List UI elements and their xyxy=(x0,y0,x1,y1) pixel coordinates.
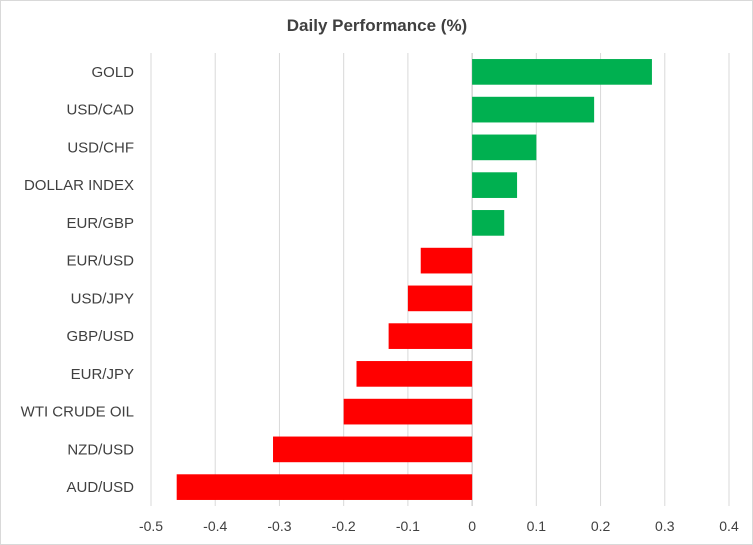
x-tick-label: 0 xyxy=(468,518,476,534)
category-label: EUR/JPY xyxy=(71,366,134,383)
category-label: DOLLAR INDEX xyxy=(24,177,134,194)
x-tick-label: -0.3 xyxy=(267,518,291,534)
category-label: GBP/USD xyxy=(66,328,134,345)
category-label: AUD/USD xyxy=(66,479,134,496)
gridlines xyxy=(150,53,730,506)
category-label: USD/CAD xyxy=(66,102,134,119)
category-label: USD/CHF xyxy=(67,139,134,156)
bar-gbp-usd xyxy=(388,323,473,349)
bar-dollar-index xyxy=(472,172,518,198)
bar-usd-cad xyxy=(472,96,595,123)
category-label: NZD/USD xyxy=(67,441,134,458)
x-tick-label: -0.2 xyxy=(332,518,356,534)
category-label: USD/JPY xyxy=(71,290,134,307)
bar-eur-jpy xyxy=(356,361,473,387)
bar-gold xyxy=(472,59,652,85)
x-tick-label: 0.1 xyxy=(527,518,547,534)
category-labels: GOLD USD/CAD USD/CHF DOLLAR INDEX EUR/GBP EUR… xyxy=(21,64,135,496)
bar-aud-usd xyxy=(176,474,473,500)
x-tick-label: 0.4 xyxy=(719,518,739,534)
category-label: GOLD xyxy=(91,64,134,81)
bar-nzd-usd xyxy=(273,436,473,463)
x-tick-label: -0.4 xyxy=(203,518,227,534)
category-label: EUR/USD xyxy=(66,253,134,270)
x-tick-label: -0.1 xyxy=(396,518,420,534)
category-label: EUR/GBP xyxy=(66,215,134,232)
bar-wti-crude-oil xyxy=(343,398,473,425)
x-tick-label: 0.3 xyxy=(655,518,675,534)
chart-title: Daily Performance (%) xyxy=(287,16,467,35)
category-label: WTI CRUDE OIL xyxy=(21,404,134,421)
x-tick-label: -0.5 xyxy=(139,518,163,534)
bar-eur-usd xyxy=(420,247,473,274)
bar-usd-jpy xyxy=(407,285,473,312)
bars xyxy=(176,59,652,500)
x-tick-label: 0.2 xyxy=(591,518,611,534)
bar-eur-gbp xyxy=(472,210,505,236)
x-tick-labels: -0.5 -0.4 -0.3 -0.2 -0.1 0 0.1 0.2 0.3 0.4 xyxy=(139,518,739,534)
bar-usd-chf xyxy=(472,134,537,161)
